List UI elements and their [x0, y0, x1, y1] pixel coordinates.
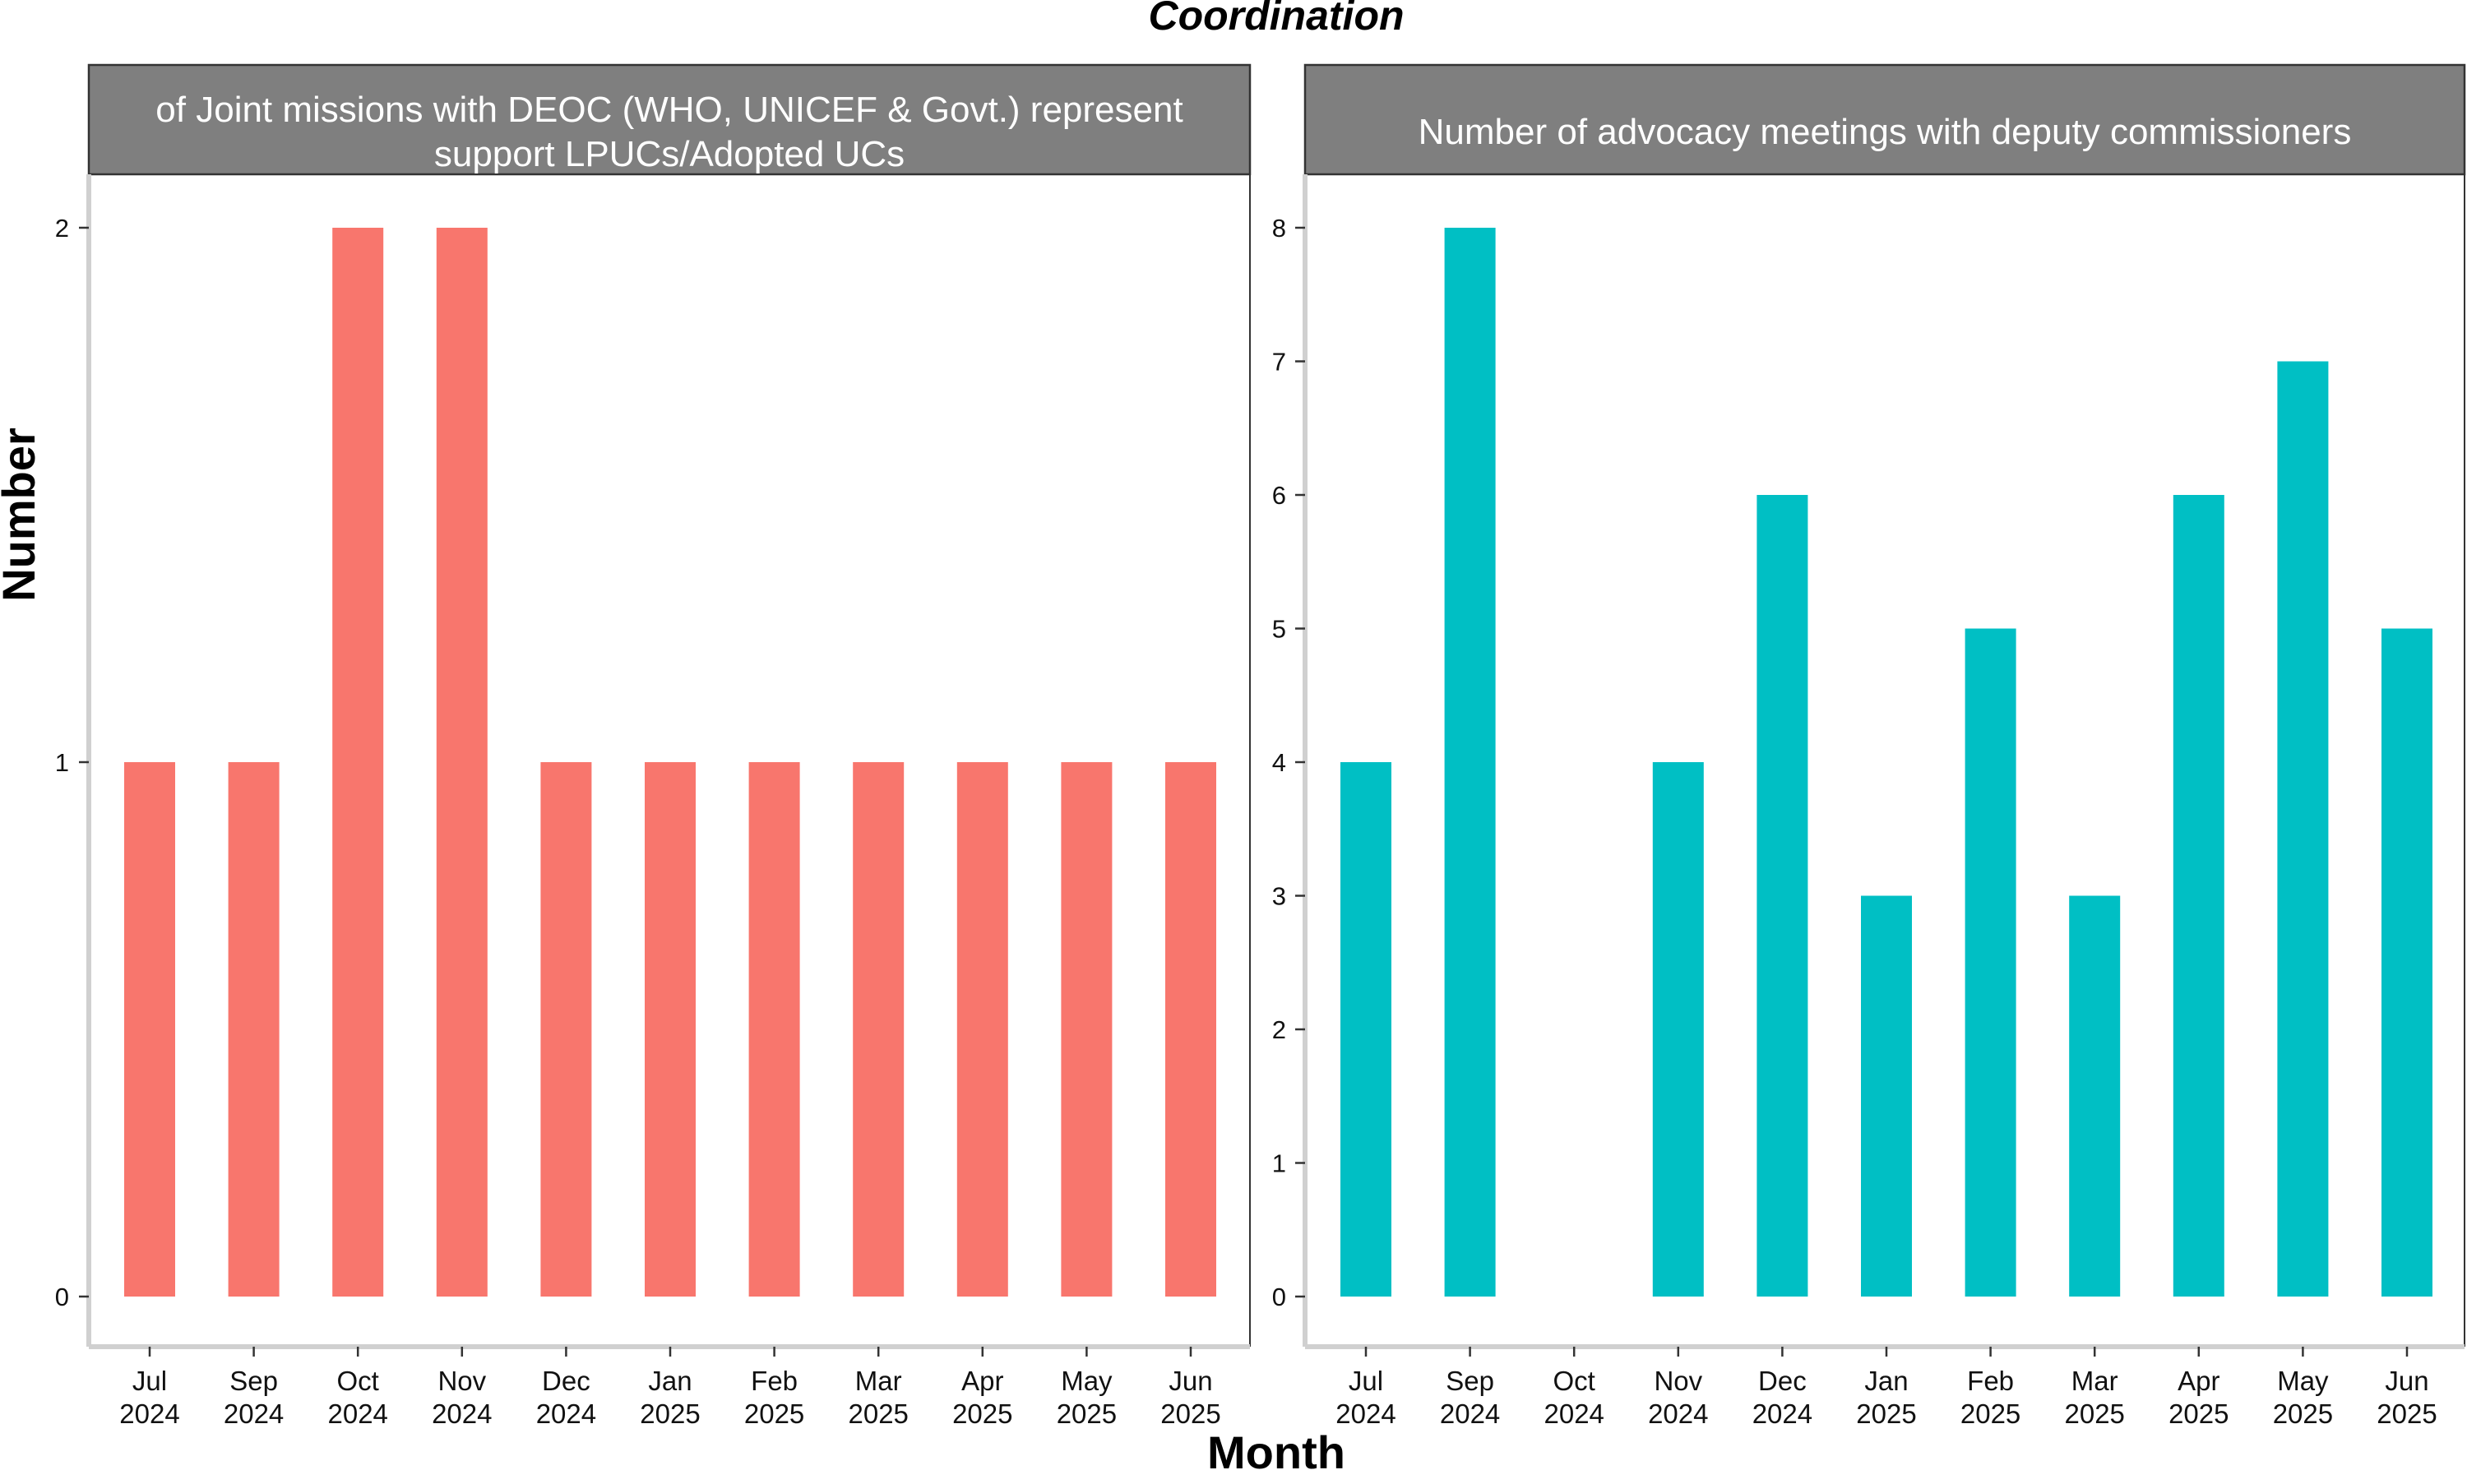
x-tick-label: 2024 [1544, 1398, 1604, 1429]
x-tick-label: Nov [1654, 1366, 1702, 1396]
x-tick-label: Jan [648, 1366, 692, 1396]
panel-2: Number of advocacy meetings with deputy … [1272, 63, 2466, 1429]
panel-1-title-strip [87, 63, 1252, 176]
x-axis-label: Month [1207, 1426, 1345, 1478]
bar-nov-2024 [436, 228, 488, 1297]
bar-jul-2024 [1340, 762, 1391, 1297]
x-tick-label: 2024 [1440, 1398, 1500, 1429]
x-tick-label: 2025 [2168, 1398, 2229, 1429]
bar-mar-2025 [2069, 895, 2121, 1297]
bar-feb-2025 [748, 762, 800, 1297]
y-tick-label: 1 [55, 748, 69, 777]
x-tick-label: Jul [1349, 1366, 1383, 1396]
y-tick-label: 8 [1272, 214, 1286, 243]
bar-jun-2025 [2381, 628, 2432, 1297]
x-tick-label: 2025 [1057, 1398, 1117, 1429]
x-tick-label: Oct [1553, 1366, 1595, 1396]
panel-2-title-line-1: Number of advocacy meetings with deputy … [1419, 112, 2352, 152]
bar-sep-2024 [1444, 228, 1496, 1297]
bar-nov-2024 [1652, 762, 1704, 1297]
x-tick-label: Feb [751, 1366, 798, 1396]
x-tick-label: 2025 [744, 1398, 804, 1429]
bar-feb-2025 [1965, 628, 2016, 1297]
bar-jul-2024 [124, 762, 175, 1297]
y-tick-label: 5 [1272, 615, 1286, 644]
x-tick-label: 2024 [119, 1398, 179, 1429]
bar-may-2025 [2277, 361, 2329, 1297]
x-tick-label: 2025 [848, 1398, 908, 1429]
x-tick-label: 2025 [2273, 1398, 2333, 1429]
y-tick-label: 6 [1272, 481, 1286, 510]
y-tick-label: 0 [1272, 1283, 1286, 1311]
bar-may-2025 [1061, 762, 1113, 1297]
bar-jan-2025 [645, 762, 696, 1297]
x-tick-label: Oct [337, 1366, 379, 1396]
y-tick-label: 3 [1272, 882, 1286, 911]
figure-title: Coordination [1148, 0, 1404, 39]
x-tick-label: 2025 [2377, 1398, 2437, 1429]
y-tick-label: 4 [1272, 748, 1286, 777]
bar-jun-2025 [1165, 762, 1216, 1297]
x-tick-label: 2025 [640, 1398, 700, 1429]
panel-1-title-line-1: of Joint missions with DEOC (WHO, UNICEF… [155, 90, 1183, 130]
x-tick-label: Jul [132, 1366, 167, 1396]
y-tick-label: 2 [55, 214, 69, 243]
x-tick-label: 2024 [327, 1398, 387, 1429]
x-tick-label: Nov [437, 1366, 486, 1396]
panels: of Joint missions with DEOC (WHO, UNICEF… [55, 63, 2466, 1429]
x-tick-label: Mar [855, 1366, 902, 1396]
y-tick-label: 2 [1272, 1015, 1286, 1044]
x-tick-label: Feb [1967, 1366, 2014, 1396]
y-tick-label: 0 [55, 1283, 69, 1311]
x-tick-label: Dec [1758, 1366, 1807, 1396]
panel-1-title-group: of Joint missions with DEOC (WHO, UNICEF… [155, 90, 1183, 174]
x-tick-label: Jan [1864, 1366, 1908, 1396]
x-tick-label: May [2277, 1366, 2329, 1396]
x-tick-label: 2024 [1335, 1398, 1395, 1429]
bar-dec-2024 [540, 762, 592, 1297]
x-tick-label: 2024 [1752, 1398, 1812, 1429]
bar-apr-2025 [2173, 495, 2224, 1297]
x-tick-label: May [1061, 1366, 1113, 1396]
x-tick-label: 2024 [432, 1398, 492, 1429]
panel-1: of Joint missions with DEOC (WHO, UNICEF… [55, 63, 1252, 1429]
bar-dec-2024 [1757, 495, 1808, 1297]
x-tick-label: 2025 [1960, 1398, 2020, 1429]
x-tick-label: 2025 [952, 1398, 1012, 1429]
x-tick-label: 2025 [1856, 1398, 1916, 1429]
y-axis-label: Number [0, 428, 44, 602]
bar-sep-2024 [228, 762, 280, 1297]
x-tick-label: 2024 [536, 1398, 596, 1429]
y-tick-label: 1 [1272, 1149, 1286, 1178]
bar-mar-2025 [853, 762, 905, 1297]
y-tick-label: 7 [1272, 348, 1286, 377]
x-tick-label: 2024 [224, 1398, 284, 1429]
x-tick-label: Apr [2178, 1366, 2219, 1396]
x-tick-label: Jun [1169, 1366, 1212, 1396]
bar-oct-2024 [332, 228, 384, 1297]
x-tick-label: Sep [1446, 1366, 1494, 1396]
x-tick-label: Dec [542, 1366, 590, 1396]
bar-jan-2025 [1861, 895, 1912, 1297]
x-tick-label: 2025 [2064, 1398, 2124, 1429]
bar-apr-2025 [956, 762, 1008, 1297]
x-tick-label: 2025 [1160, 1398, 1220, 1429]
panel-2-title-group: Number of advocacy meetings with deputy … [1419, 112, 2352, 152]
panel-1-title-line-2: support LPUCs/Adopted UCs [434, 134, 905, 174]
x-tick-label: Apr [961, 1366, 1003, 1396]
panel-2-title-strip [1303, 63, 2466, 176]
x-tick-label: Sep [229, 1366, 278, 1396]
x-tick-label: Jun [2385, 1366, 2428, 1396]
x-tick-label: 2024 [1648, 1398, 1708, 1429]
x-tick-label: Mar [2071, 1366, 2118, 1396]
